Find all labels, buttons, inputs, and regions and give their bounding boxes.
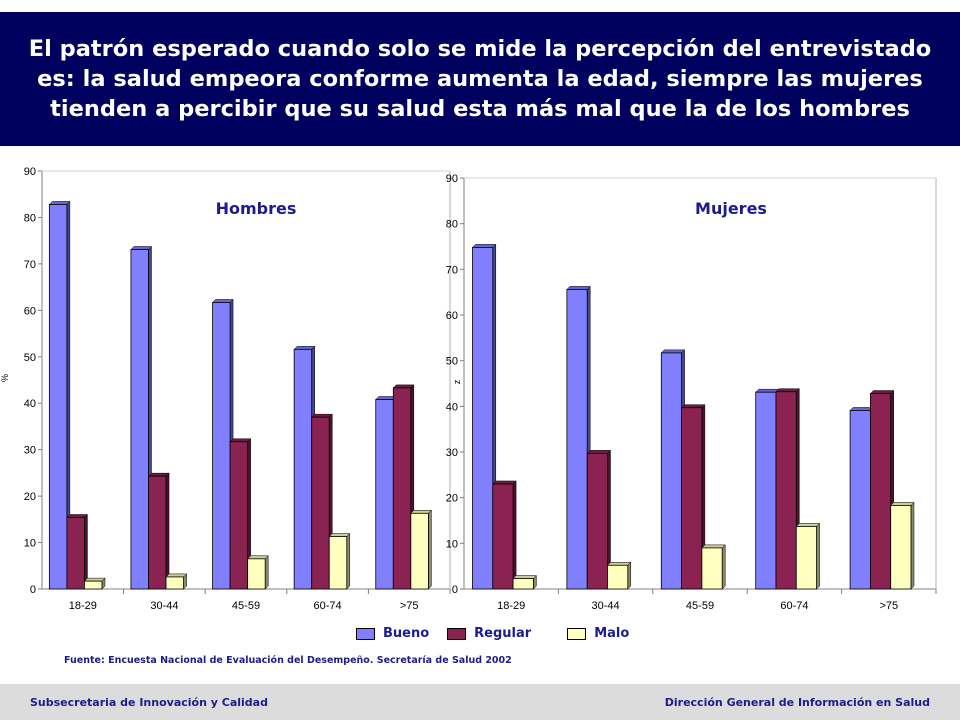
x-tick-label: 18-29 (69, 600, 97, 612)
x-tick-label: 45-59 (232, 600, 260, 612)
legend-swatch-bueno (356, 627, 375, 640)
x-tick-label: 30-44 (150, 600, 178, 612)
bar-side-malo (816, 522, 820, 590)
bar-malo (890, 505, 912, 590)
y-tick-label: 70 (24, 259, 36, 271)
bar-bueno (755, 391, 777, 590)
bar-top-bueno (755, 388, 780, 393)
bar-bueno (566, 289, 588, 590)
x-tick-label: 18-29 (497, 600, 525, 612)
bar-bueno (48, 204, 68, 590)
y-tick-label: 10 (446, 538, 458, 550)
source-note: Fuente: Encuesta Nacional de Evaluación … (64, 655, 512, 666)
y-tick-label: 80 (446, 219, 458, 231)
y-tick-label: 30 (24, 445, 36, 457)
bar-regular (392, 387, 412, 590)
bar-regular (229, 441, 249, 590)
y-tick-label: 50 (24, 352, 36, 364)
bar-side-malo (721, 544, 726, 590)
slide-title: El patrón esperado cuando solo se mide l… (28, 36, 932, 122)
bar-bueno (472, 247, 494, 590)
y-tick-label: 20 (24, 491, 36, 503)
bar-regular (681, 407, 703, 590)
bar-regular (775, 391, 797, 590)
footer-left: Subsecretaria de Innovación y Calidad (30, 695, 268, 709)
bar-regular (311, 416, 330, 590)
bar-regular (492, 483, 514, 590)
legend-item-regular: Regular (447, 626, 531, 641)
bar-malo (247, 558, 266, 590)
y-tick-label: 40 (24, 398, 36, 410)
bar-top-bueno (566, 286, 591, 290)
bar-regular (66, 517, 85, 590)
bar-malo (84, 580, 103, 590)
bar-top-bueno (849, 407, 874, 411)
bar-bueno (660, 352, 682, 590)
y-tick-label: 20 (446, 493, 458, 505)
legend-swatch-regular (447, 627, 467, 640)
legend-label-malo: Malo (594, 626, 630, 641)
bar-malo (410, 512, 429, 590)
bar-top-regular (775, 388, 800, 392)
bar-side-malo (910, 501, 915, 590)
y-tick-label: 80 (24, 212, 36, 224)
y-tick-label: 10 (24, 538, 36, 550)
bar-malo (165, 576, 184, 590)
bar-side-malo (627, 561, 632, 590)
footer-bar: Subsecretaria de Innovación y Calidad Di… (0, 684, 960, 720)
x-tick-label: >75 (400, 600, 419, 612)
bar-top-malo (701, 544, 726, 549)
x-tick-label: 60-74 (314, 600, 342, 612)
legend-label-bueno: Bueno (383, 626, 430, 641)
bar-top-malo (890, 502, 915, 506)
bar-top-malo (512, 575, 537, 579)
y-tick-label: 90 (446, 173, 458, 185)
bar-malo (701, 547, 723, 590)
chart-title: Hombres (216, 199, 297, 218)
y-tick-label: 60 (446, 310, 458, 322)
bar-top-malo (606, 562, 632, 566)
y-tick-label: 70 (446, 264, 458, 276)
bar-top-regular (492, 480, 517, 485)
x-tick-label: >75 (879, 600, 898, 612)
bar-malo (512, 578, 534, 590)
bar-top-bueno (471, 244, 497, 248)
bar-top-malo (795, 523, 821, 527)
bar-regular (869, 393, 892, 590)
title-banner: El patrón esperado cuando solo se mide l… (0, 12, 960, 146)
bar-top-bueno (660, 349, 686, 354)
y-axis-label: z (452, 379, 462, 384)
legend-item-bueno: Bueno (356, 626, 429, 641)
legend-swatch-malo (567, 627, 587, 640)
y-tick-label: 40 (446, 401, 458, 413)
y-axis-label: % (0, 374, 10, 382)
y-tick-label: 30 (446, 447, 458, 459)
y-tick-label: 0 (452, 584, 458, 596)
bar-top-regular (869, 390, 895, 394)
x-tick-label: 45-59 (686, 600, 714, 612)
bar-bueno (130, 249, 149, 590)
bar-regular (586, 452, 608, 590)
y-tick-label: 90 (24, 166, 36, 178)
legend-label-regular: Regular (474, 626, 532, 641)
y-tick-label: 60 (24, 305, 36, 317)
legend-item-malo: Malo (567, 626, 629, 641)
x-tick-label: 60-74 (780, 600, 808, 612)
bar-side-regular (512, 480, 517, 590)
bar-top-regular (586, 450, 612, 454)
y-tick-label: 50 (446, 356, 458, 368)
x-tick-label: 30-44 (592, 600, 620, 612)
bar-malo (328, 536, 348, 590)
chart-legend: Bueno Regular Malo (356, 626, 629, 641)
bar-regular (148, 475, 167, 590)
y-tick-label: 0 (30, 584, 36, 596)
chart-title: Mujeres (695, 199, 767, 218)
footer-right: Dirección General de Información en Salu… (664, 695, 930, 709)
bar-malo (607, 564, 629, 590)
bar-malo (795, 526, 817, 590)
bar-bueno (849, 410, 871, 590)
bar-top-regular (680, 404, 706, 408)
